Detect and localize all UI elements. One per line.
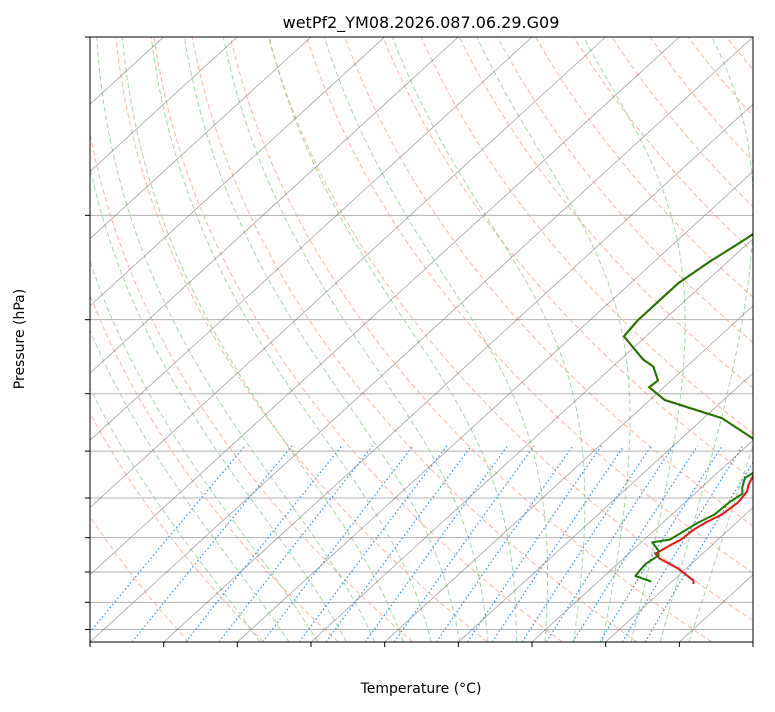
isotherm: [90, 37, 385, 307]
dry-adiabat: [90, 412, 264, 642]
axes: [85, 36, 754, 647]
moist-adiabat: [90, 387, 261, 642]
dry-adiabat: [344, 37, 753, 527]
plot-frame: [89, 36, 754, 643]
mixing-ratio-line: [467, 445, 602, 642]
moist-adiabat: [659, 37, 753, 642]
isotherm: [90, 37, 753, 642]
dry-adiabat: [229, 37, 712, 642]
dry-adiabat: [306, 37, 753, 574]
background-lines: [90, 37, 753, 642]
isotherm: [384, 305, 753, 642]
mixing-ratio-line: [521, 445, 652, 642]
dry-adiabat: [90, 515, 190, 642]
dry-adiabat: [420, 37, 753, 435]
moist-adiabat: [688, 443, 753, 642]
moist-adiabat: [90, 329, 290, 642]
isotherm: [90, 37, 533, 441]
mixing-ratio-line: [491, 445, 625, 642]
moist-adiabat: [582, 37, 686, 642]
isotherm: [458, 372, 753, 642]
dry-adiabat: [496, 37, 753, 344]
mixing-ratio-line: [435, 445, 574, 642]
chart-title: wetPf2_YM08.2026.087.06.29.G09: [283, 13, 560, 33]
mixing-ratio-line: [325, 445, 472, 642]
isotherm: [90, 37, 312, 240]
mixing-ratio-line: [298, 445, 448, 642]
moist-adiabat: [90, 259, 319, 642]
dry-adiabat: [191, 37, 638, 642]
moist-adiabat: [268, 37, 517, 642]
dry-adiabat: [153, 37, 563, 642]
profiles: [622, 232, 753, 585]
dewpoint-profile: [622, 232, 753, 583]
isotherm: [237, 170, 753, 642]
moist-adiabat: [222, 37, 489, 642]
y-axis-label: Pressure (hPa): [12, 289, 28, 389]
mixing-ratio-line: [393, 445, 535, 642]
isotherm: [90, 37, 238, 172]
mixing-ratio-line: [90, 445, 246, 633]
mixing-ratio-line: [545, 445, 674, 642]
isotherm: [90, 37, 459, 374]
mixing-ratio-line: [644, 461, 753, 642]
mixing-ratio-line: [262, 445, 414, 642]
mixing-ratio-line: [364, 445, 509, 642]
mixing-ratio-line: [621, 445, 744, 642]
moist-adiabat: [90, 165, 347, 642]
isotherm: [163, 103, 753, 642]
mixing-ratio-line: [185, 445, 343, 642]
moist-adiabat: [184, 37, 461, 642]
mixing-ratio-line: [572, 445, 699, 642]
moist-adiabat: [391, 37, 586, 642]
x-axis-label: Temperature (°C): [360, 681, 482, 697]
mixing-ratio-line: [218, 445, 373, 642]
isotherm: [310, 238, 753, 642]
moist-adiabat: [150, 37, 432, 642]
isotherm: [90, 37, 680, 576]
isotherm: [531, 439, 753, 642]
moist-adiabat: [476, 37, 631, 642]
isotherm: [605, 507, 753, 642]
moist-adiabat: [324, 37, 548, 642]
moist-adiabat: [121, 37, 404, 642]
dry-adiabat: [115, 37, 488, 642]
isotherm: [90, 37, 606, 509]
